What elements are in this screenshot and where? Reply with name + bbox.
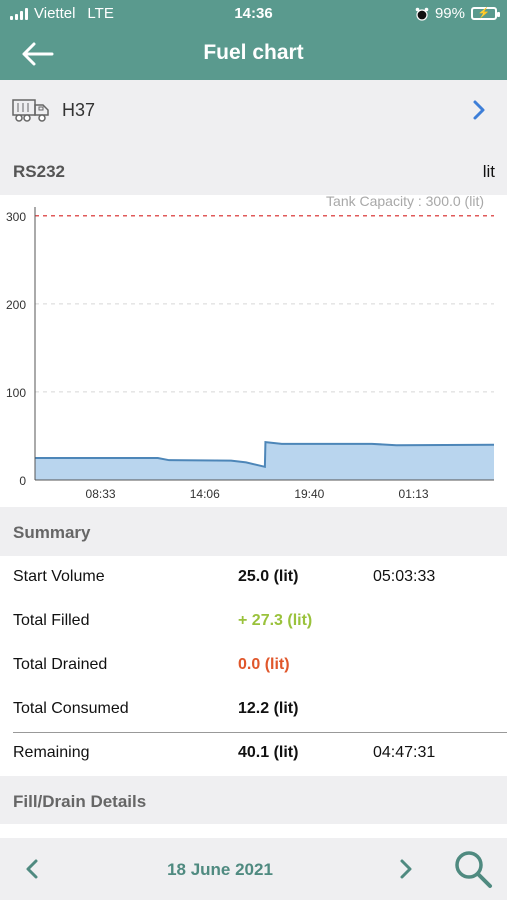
selected-date[interactable]: 18 June 2021 xyxy=(167,860,273,879)
back-arrow-icon[interactable] xyxy=(18,38,58,70)
summary-row-total-filled: Total Filled + 27.3 (lit) xyxy=(0,600,507,644)
row-value: 25.0 (lit) xyxy=(238,568,299,585)
row-value: 40.1 (lit) xyxy=(238,744,299,761)
x-tick-label: 01:13 xyxy=(399,487,429,501)
x-tick-label: 08:33 xyxy=(86,487,116,501)
y-tick-label: 200 xyxy=(6,298,26,312)
battery-percent: 99% xyxy=(434,5,465,22)
row-time: 05:03:33 xyxy=(373,568,436,585)
row-label: Total Consumed xyxy=(13,700,129,717)
row-value: 0.0 (lit) xyxy=(238,656,290,673)
summary-row-remaining: Remaining 40.1 (lit) 04:47:31 xyxy=(0,732,507,776)
fuel-line xyxy=(35,441,495,469)
search-icon[interactable] xyxy=(452,848,494,890)
y-tick-label: 100 xyxy=(6,386,26,400)
fill-drain-content xyxy=(0,824,507,838)
row-label: Start Volume xyxy=(13,568,105,585)
vehicle-selector[interactable]: H37 xyxy=(0,80,507,140)
x-tick-label: 19:40 xyxy=(294,487,324,501)
chevron-left-icon[interactable] xyxy=(22,855,42,883)
sensor-unit: lit xyxy=(482,162,495,181)
chevron-right-icon[interactable] xyxy=(396,855,416,883)
summary-row-total-drained: Total Drained 0.0 (lit) xyxy=(0,644,507,688)
truck-icon xyxy=(12,99,49,122)
signal-icon xyxy=(10,7,28,20)
chevron-right-icon[interactable] xyxy=(471,98,487,122)
app-header: Fuel chart xyxy=(0,28,507,80)
x-tick-label: 14:06 xyxy=(190,487,220,501)
status-bar: Viettel LTE 14:36 99% ⚡ xyxy=(0,0,507,28)
fuel-chart-svg: 0 100 200 300 Tank Capacity : 300.0 (lit) 08:… xyxy=(6,193,495,501)
battery-icon: ⚡ xyxy=(471,7,500,20)
y-tick-label: 0 xyxy=(19,474,26,488)
fuel-chart: 0 100 200 300 Tank Capacity : 300.0 (lit) 08:… xyxy=(0,193,507,507)
summary-row-total-consumed: Total Consumed 12.2 (lit) xyxy=(0,688,507,732)
summary-row-start-volume: Start Volume 25.0 (lit) 05:03:33 xyxy=(0,556,507,600)
row-value: + 27.3 (lit) xyxy=(238,612,313,629)
row-label: Total Filled xyxy=(13,612,90,629)
sensor-header: RS232 lit xyxy=(0,147,507,195)
row-value: 12.2 (lit) xyxy=(238,700,299,717)
clock: 14:36 xyxy=(234,5,273,22)
y-tick-label: 300 xyxy=(6,210,26,224)
sensor-label: RS232 xyxy=(13,162,65,181)
row-label: Remaining xyxy=(13,744,90,761)
network-type: LTE xyxy=(87,5,114,22)
page-title: Fuel chart xyxy=(203,41,304,64)
carrier-name: Viettel xyxy=(34,5,76,22)
row-time: 04:47:31 xyxy=(373,744,436,761)
summary-panel: Start Volume 25.0 (lit) 05:03:33 Total F… xyxy=(0,556,507,776)
row-label: Total Drained xyxy=(13,656,108,673)
alarm-icon xyxy=(415,7,429,21)
fill-drain-header[interactable]: Fill/Drain Details xyxy=(0,776,507,824)
fuel-area xyxy=(35,442,494,480)
fill-drain-title: Fill/Drain Details xyxy=(13,792,147,811)
vehicle-name: H37 xyxy=(62,100,96,120)
date-navigator: 18 June 2021 xyxy=(0,838,507,900)
summary-title: Summary xyxy=(13,523,91,542)
summary-divider xyxy=(13,732,507,733)
tank-capacity-label: Tank Capacity : 300.0 (lit) xyxy=(326,195,484,209)
summary-header: Summary xyxy=(0,507,507,556)
